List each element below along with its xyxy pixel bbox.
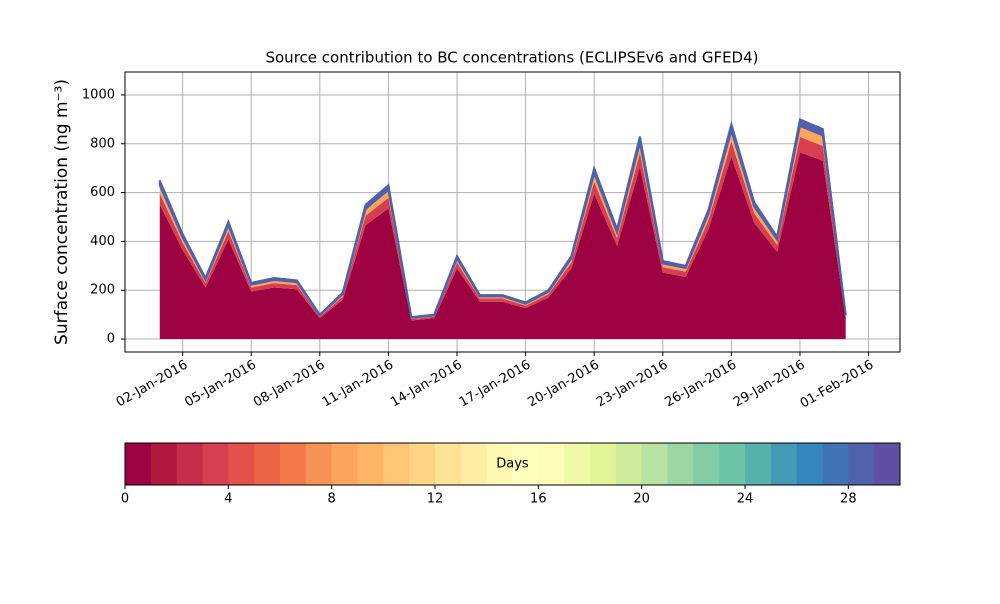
- colorbar-bin: [305, 443, 333, 485]
- x-tick-label: 23-Jan-2016: [594, 358, 671, 411]
- colorbar-bin: [254, 443, 281, 485]
- colorbar-bin: [770, 443, 798, 485]
- x-tick-label: 02-Jan-2016: [114, 358, 191, 411]
- colorbar-tick-label: 0: [121, 492, 129, 507]
- x-tick-label: 14-Jan-2016: [388, 358, 465, 411]
- colorbar-bin: [796, 443, 823, 485]
- colorbar-bin: [331, 443, 358, 485]
- x-tick-label: 11-Jan-2016: [320, 358, 397, 411]
- x-tick-label: 17-Jan-2016: [457, 358, 534, 411]
- x-tick-label: 26-Jan-2016: [663, 358, 740, 411]
- colorbar-bin: [745, 443, 772, 485]
- colorbar-frame: [124, 442, 901, 486]
- y-tick-label: 400: [90, 234, 115, 249]
- colorbar-bin: [409, 443, 436, 485]
- area: [158, 117, 847, 319]
- area: [159, 136, 846, 321]
- colorbar-tick-label: 20: [633, 492, 650, 507]
- colorbar-bin: [486, 443, 513, 485]
- colorbar-bin: [615, 443, 643, 485]
- colorbar-bin: [176, 443, 203, 485]
- colorbar-bin: [150, 443, 178, 485]
- y-tick-label: 600: [90, 185, 115, 200]
- colorbar-bin: [383, 443, 410, 485]
- area: [159, 152, 846, 340]
- colorbar-bin: [667, 443, 694, 485]
- colorbar-bin: [719, 443, 746, 485]
- colorbar-label: Days: [496, 457, 529, 472]
- colorbar-bin: [357, 443, 384, 485]
- plot-frame: [124, 71, 901, 353]
- colorbar-tick-label: 28: [840, 492, 857, 507]
- colorbar-tick-label: 16: [530, 492, 547, 507]
- y-tick-label: 800: [90, 136, 115, 151]
- colorbar-bin: [125, 443, 152, 485]
- colorbar-bin: [822, 443, 849, 485]
- x-tick-label: 29-Jan-2016: [731, 358, 808, 411]
- x-tick-label: 08-Jan-2016: [251, 358, 328, 411]
- colorbar-bin: [848, 443, 875, 485]
- y-tick-label: 1000: [82, 87, 115, 102]
- colorbar-bin: [590, 443, 617, 485]
- colorbar-tick-label: 4: [224, 492, 232, 507]
- colorbar-tick-label: 12: [427, 492, 444, 507]
- colorbar-bin: [435, 443, 462, 485]
- colorbar-bin: [641, 443, 668, 485]
- colorbar-bin: [693, 443, 720, 485]
- colorbar-bin: [538, 443, 565, 485]
- x-tick-label: 05-Jan-2016: [182, 358, 259, 411]
- chart-title: Source contribution to BC concentrations…: [265, 49, 758, 67]
- colorbar-bin: [228, 443, 255, 485]
- colorbar-bin: [512, 443, 539, 485]
- colorbar-bin: [280, 443, 307, 485]
- x-tick-label: 20-Jan-2016: [525, 358, 602, 411]
- y-axis-label: Surface concentration (ng m⁻³): [52, 79, 72, 345]
- colorbar-bin: [874, 443, 901, 485]
- colorbar-bin: [564, 443, 591, 485]
- y-tick-label: 200: [90, 283, 115, 298]
- y-tick-label: 0: [107, 332, 115, 347]
- colorbar-tick-label: 24: [737, 492, 754, 507]
- x-tick-label: 01-Feb-2016: [798, 358, 877, 412]
- colorbar-bin: [460, 443, 488, 485]
- colorbar-tick-label: 8: [328, 492, 336, 507]
- colorbar-bin: [202, 443, 229, 485]
